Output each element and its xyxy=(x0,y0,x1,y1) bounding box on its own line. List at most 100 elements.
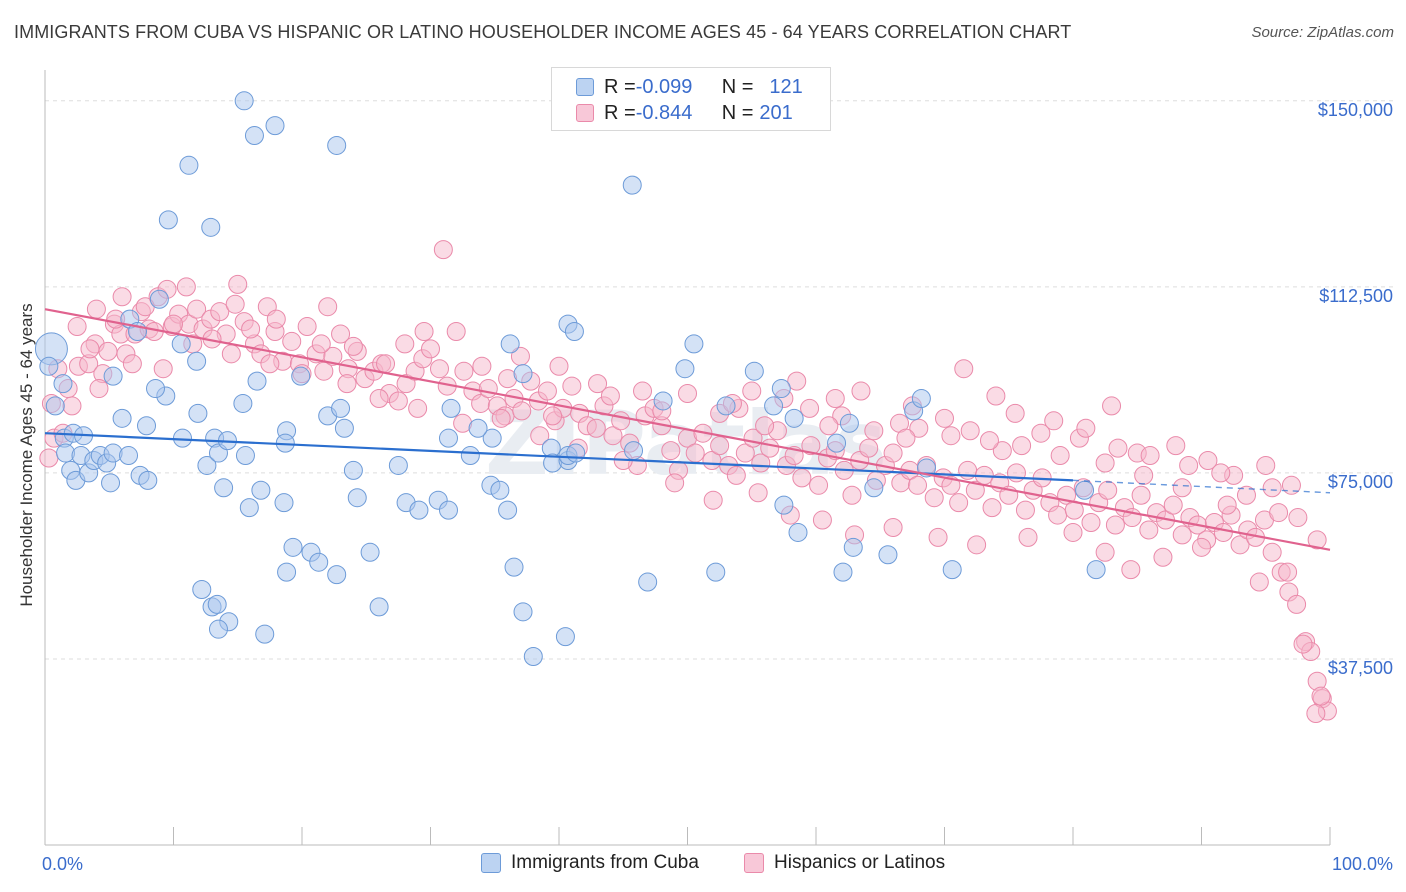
data-point-hispanic xyxy=(992,441,1012,461)
data-point-cuba xyxy=(653,391,673,411)
data-point-hispanic xyxy=(909,418,929,438)
data-point-hispanic xyxy=(472,356,492,376)
data-point-cuba xyxy=(197,455,217,475)
data-point-hispanic xyxy=(80,339,100,359)
data-point-cuba xyxy=(158,210,178,230)
data-point-hispanic xyxy=(954,359,974,379)
data-point-hispanic xyxy=(851,381,871,401)
data-point-cuba xyxy=(360,542,380,562)
data-point-cuba xyxy=(827,433,847,453)
data-point-hispanic xyxy=(1278,562,1298,582)
data-point-hispanic xyxy=(337,374,357,394)
legend-item-hispanic[interactable]: Hispanics or Latinos xyxy=(744,852,945,874)
data-point-cuba xyxy=(347,488,367,508)
data-point-hispanic xyxy=(800,398,820,418)
data-point-hispanic xyxy=(751,453,771,473)
data-point-hispanic xyxy=(176,277,196,297)
data-point-cuba xyxy=(675,359,695,379)
data-point-cuba xyxy=(438,428,458,448)
data-point-hispanic xyxy=(949,493,969,513)
data-point-cuba xyxy=(235,446,255,466)
trend-lines xyxy=(44,308,1331,551)
source-label: Source: ZipAtlas.com xyxy=(1251,24,1394,41)
legend-item-cuba[interactable]: Immigrants from Cuba xyxy=(481,852,699,874)
data-point-hispanic xyxy=(414,322,434,342)
correlation-legend: R = -0.099 N = 121 R = -0.844 N = 201 xyxy=(551,67,831,131)
data-point-cuba xyxy=(864,478,884,498)
data-point-cuba xyxy=(942,560,962,580)
data-point-hispanic xyxy=(323,346,343,366)
data-point-hispanic xyxy=(282,331,302,351)
data-point-cuba xyxy=(149,289,169,309)
data-point-cuba xyxy=(1086,560,1106,580)
data-point-hispanic xyxy=(1153,547,1173,567)
data-point-cuba xyxy=(911,388,931,408)
data-point-hispanic xyxy=(1262,542,1282,562)
series-legend: Immigrants from Cuba Hispanics or Latino… xyxy=(0,852,1406,878)
data-point-hispanic xyxy=(1044,411,1064,431)
legend-label-hispanic: Hispanics or Latinos xyxy=(774,852,946,873)
data-point-hispanic xyxy=(1213,522,1233,542)
data-point-hispanic xyxy=(241,319,261,339)
data-point-cuba xyxy=(146,379,166,399)
data-point-hispanic xyxy=(89,379,109,399)
data-point-cuba xyxy=(468,418,488,438)
data-point-cuba xyxy=(460,446,480,466)
r-value-cuba: -0.099 xyxy=(635,75,693,98)
data-point-hispanic xyxy=(755,416,775,436)
data-point-cuba xyxy=(622,175,642,195)
data-point-hispanic xyxy=(742,381,762,401)
data-point-cuba xyxy=(187,351,207,371)
data-point-hispanic xyxy=(965,480,985,500)
data-point-hispanic xyxy=(221,344,241,364)
data-point-cuba xyxy=(265,116,285,136)
data-point-hispanic xyxy=(787,371,807,391)
data-point-cuba xyxy=(441,398,461,418)
data-point-cuba xyxy=(234,91,254,111)
data-point-cuba xyxy=(833,562,853,582)
data-point-cuba xyxy=(438,500,458,520)
data-point-hispanic xyxy=(1095,542,1115,562)
data-point-cuba xyxy=(500,334,520,354)
data-point-hispanic xyxy=(395,334,415,354)
data-point-hispanic xyxy=(1262,478,1282,498)
trend-line-cuba xyxy=(44,432,1074,482)
data-point-hispanic xyxy=(633,381,653,401)
data-point-hispanic xyxy=(549,356,569,376)
data-point-cuba xyxy=(409,500,429,520)
data-point-cuba xyxy=(101,473,121,493)
data-point-hispanic xyxy=(537,381,557,401)
data-point-cuba xyxy=(504,557,524,577)
data-point-hispanic xyxy=(928,527,948,547)
data-point-cuba xyxy=(638,572,658,592)
data-point-cuba xyxy=(201,217,221,237)
data-point-hispanic xyxy=(153,359,173,379)
data-point-cuba xyxy=(369,597,389,617)
data-point-cuba xyxy=(764,396,784,416)
data-point-hispanic xyxy=(960,421,980,441)
r-label: R = xyxy=(604,75,636,98)
data-point-hispanic xyxy=(1031,423,1051,443)
data-point-hispanic xyxy=(1269,503,1289,523)
data-point-hispanic xyxy=(225,294,245,314)
legend-label-cuba: Immigrants from Cuba xyxy=(511,852,699,873)
data-point-cuba xyxy=(343,460,363,480)
data-point-hispanic xyxy=(376,354,396,374)
data-point-cuba xyxy=(277,562,297,582)
data-point-hispanic xyxy=(735,443,755,463)
n-label: N = xyxy=(721,75,754,98)
data-point-hispanic xyxy=(512,401,532,421)
data-point-hispanic xyxy=(1307,530,1327,550)
data-point-cuba xyxy=(706,562,726,582)
data-point-cuba xyxy=(490,480,510,500)
legend-swatch-pink xyxy=(744,853,764,873)
data-point-hispanic xyxy=(164,314,183,334)
data-point-hispanic xyxy=(543,406,563,426)
data-point-cuba xyxy=(45,396,65,416)
trend-line-hispanic xyxy=(44,308,1331,551)
data-point-hispanic xyxy=(600,386,620,406)
data-point-cuba xyxy=(771,379,791,399)
data-point-hispanic xyxy=(1217,495,1237,515)
data-point-cuba xyxy=(207,594,227,614)
data-point-hispanic xyxy=(1095,453,1115,473)
